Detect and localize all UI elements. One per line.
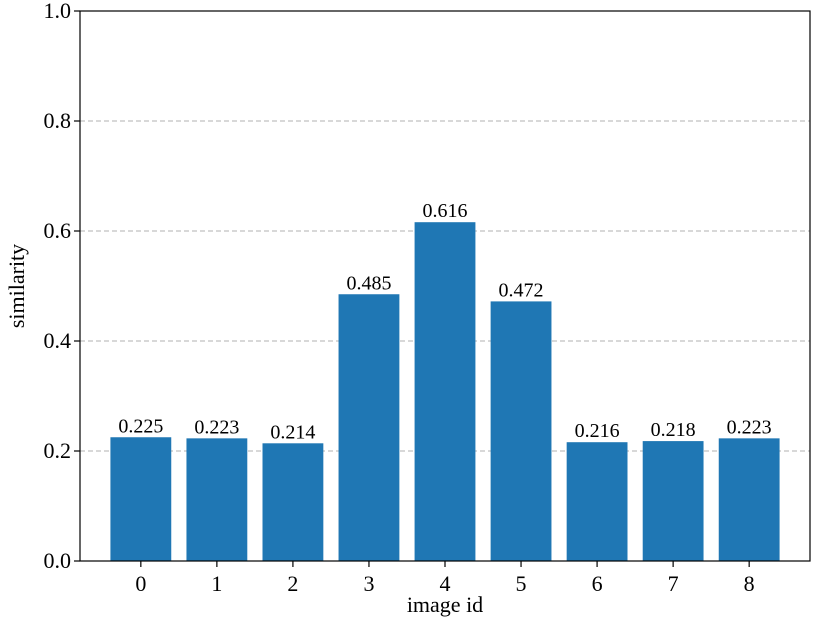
y-ticks: 0.0 0.2 0.4 0.6 0.8 1.0	[44, 0, 80, 573]
y-axis-label: similarity	[4, 244, 29, 328]
x-tick-label: 4	[440, 571, 451, 596]
bars	[110, 222, 780, 561]
bar-8	[718, 438, 780, 561]
x-tick-label: 2	[287, 571, 298, 596]
data-labels: 0.225 0.223 0.214 0.485 0.616 0.472 0.216 0.218…	[118, 200, 771, 443]
data-label-4: 0.616	[423, 200, 468, 222]
y-tick-label: 0.4	[44, 328, 72, 353]
x-tick-label: 7	[668, 571, 679, 596]
data-label-1: 0.223	[194, 416, 239, 438]
y-tick-label: 0.6	[44, 218, 72, 243]
data-label-6: 0.216	[575, 420, 620, 442]
data-label-5: 0.472	[499, 279, 544, 301]
bar-4	[414, 222, 476, 561]
plot-frame	[79, 10, 811, 562]
y-tick-label: 1.0	[44, 0, 72, 23]
bar-6	[566, 442, 628, 561]
bar-5	[490, 301, 552, 561]
bar-7	[642, 441, 704, 561]
x-tick-label: 8	[744, 571, 755, 596]
x-tick-label: 0	[135, 571, 146, 596]
bar-0	[110, 437, 172, 561]
x-tick-label: 3	[363, 571, 374, 596]
data-label-7: 0.218	[651, 419, 696, 441]
data-label-0: 0.225	[118, 415, 163, 437]
bar-3	[338, 294, 400, 561]
data-label-2: 0.214	[270, 421, 315, 443]
data-label-8: 0.223	[727, 416, 772, 438]
x-axis-label: image id	[407, 592, 483, 617]
data-label-3: 0.485	[346, 272, 391, 294]
bar-2	[262, 443, 324, 561]
x-tick-label: 6	[592, 571, 603, 596]
x-tick-label: 5	[516, 571, 527, 596]
y-tick-label: 0.8	[44, 108, 72, 133]
bar-1	[186, 438, 248, 561]
y-tick-label: 0.2	[44, 438, 72, 463]
x-ticks: 0 1 2 3 4 5 6 7 8	[135, 561, 755, 596]
x-tick-label: 1	[211, 571, 222, 596]
y-tick-label: 0.0	[44, 548, 72, 573]
